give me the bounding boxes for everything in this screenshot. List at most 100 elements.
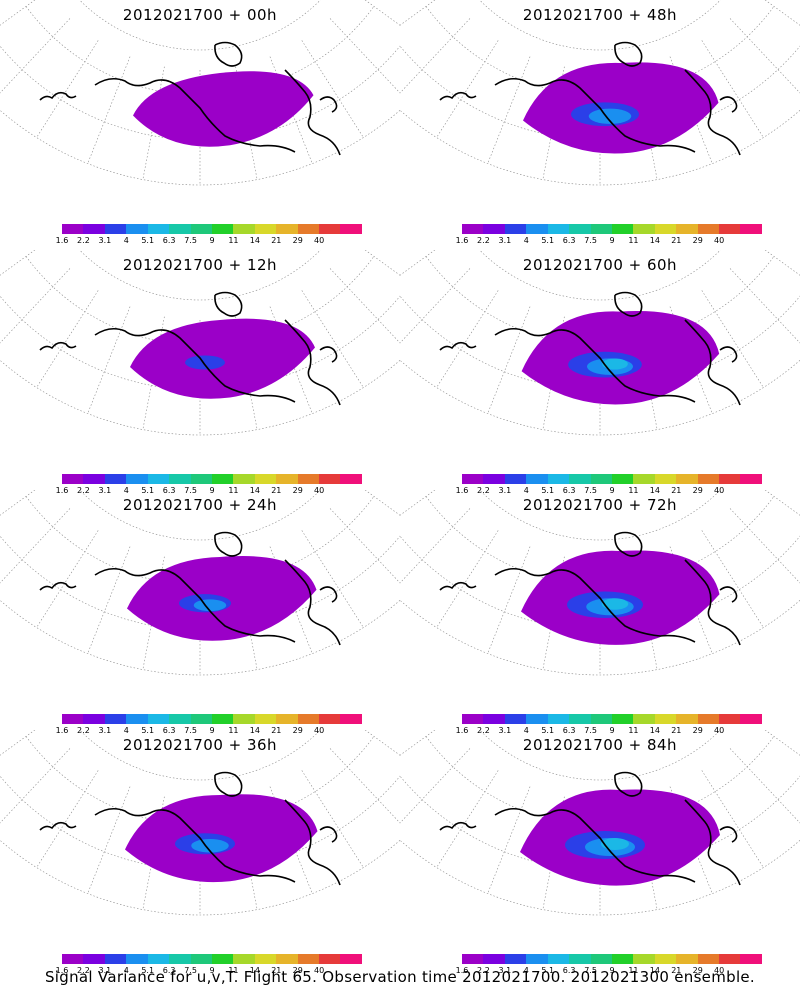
colorbar-swatch bbox=[254, 224, 277, 234]
colorbar-swatch bbox=[254, 474, 277, 484]
colorbar-swatch bbox=[654, 714, 677, 724]
panel-title: 2012021700 + 24h bbox=[122, 496, 278, 514]
colorbar-swatch bbox=[147, 224, 170, 234]
colorbar-swatch bbox=[697, 224, 720, 234]
colorbar-label: 6.3 bbox=[562, 726, 576, 735]
coastlines bbox=[39, 41, 341, 156]
colorbar-swatch bbox=[190, 224, 212, 234]
colorbar-label: 40 bbox=[314, 236, 325, 245]
colorbar-labels: 1.6 2.2 3.1 4 5.1 6.3 7.5 9 11 14 21 29 40 bbox=[456, 236, 762, 246]
panel-title: 2012021700 + 60h bbox=[522, 256, 678, 274]
colorbar-swatch bbox=[526, 224, 548, 234]
colorbar-swatch bbox=[104, 224, 127, 234]
colorbar-label: 21 bbox=[271, 486, 282, 495]
colorbar-label: 14 bbox=[649, 236, 660, 245]
colorbar-label: 1.6 bbox=[55, 726, 69, 735]
colorbar-swatch bbox=[340, 474, 362, 484]
coastlines bbox=[39, 291, 341, 406]
colorbar-label: 7.5 bbox=[184, 726, 197, 735]
panel-title: 2012021700 + 12h bbox=[122, 256, 278, 274]
colorbar-swatch bbox=[697, 474, 720, 484]
colorbar-label: 5.1 bbox=[541, 486, 555, 495]
colorbar-swatch bbox=[547, 474, 570, 484]
colorbar-swatch bbox=[633, 714, 655, 724]
colorbar-swatch bbox=[276, 474, 298, 484]
colorbar-label: 11 bbox=[228, 726, 239, 735]
colorbar-swatch bbox=[611, 224, 634, 234]
colorbar bbox=[62, 954, 362, 964]
colorbar-swatch bbox=[147, 474, 170, 484]
colorbar-swatch bbox=[126, 714, 148, 724]
colorbar-swatch bbox=[297, 224, 320, 234]
colorbar-label: 40 bbox=[714, 966, 725, 975]
colorbar bbox=[462, 224, 762, 234]
colorbar-swatch bbox=[526, 954, 548, 964]
colorbar-swatch bbox=[719, 714, 741, 724]
polar-map bbox=[400, 250, 800, 436]
colorbar-labels: 1.6 2.2 3.1 4 5.1 6.3 7.5 9 11 14 21 29 40 bbox=[56, 236, 362, 246]
colorbar-swatch bbox=[62, 224, 84, 234]
colorbar-swatch bbox=[569, 714, 591, 724]
colorbar-swatch bbox=[83, 714, 105, 724]
colorbar-label: 29 bbox=[692, 726, 703, 735]
colorbar-swatch bbox=[297, 954, 320, 964]
colorbar-swatch bbox=[719, 954, 741, 964]
colorbar-label: 11 bbox=[628, 486, 639, 495]
colorbar-label: 4 bbox=[523, 486, 529, 495]
colorbar-label: 21 bbox=[271, 726, 282, 735]
panel-title: 2012021700 + 00h bbox=[122, 6, 278, 24]
colorbar-swatch bbox=[126, 474, 148, 484]
colorbar-label: 14 bbox=[249, 486, 260, 495]
colorbar-label: 5.1 bbox=[141, 966, 155, 975]
colorbar-swatch bbox=[211, 474, 234, 484]
colorbar-swatch bbox=[504, 224, 527, 234]
colorbar-swatch bbox=[590, 714, 612, 724]
colorbar-label: 9 bbox=[609, 236, 615, 245]
colorbar-label: 4 bbox=[523, 236, 529, 245]
colorbar-label: 4 bbox=[523, 966, 529, 975]
map-panel: 2012021700 + 36h 1.6 2.2 3.1 4 5.1 6.3 7.5 9 11 14… bbox=[0, 730, 400, 975]
colorbar-swatch bbox=[319, 474, 341, 484]
colorbar-label: 9 bbox=[609, 726, 615, 735]
colorbar-label: 2.2 bbox=[477, 726, 490, 735]
colorbar-label: 11 bbox=[228, 966, 239, 975]
colorbar-label: 21 bbox=[671, 486, 682, 495]
colorbar-label: 29 bbox=[292, 966, 303, 975]
colorbar-label: 21 bbox=[671, 236, 682, 245]
colorbar-swatch bbox=[276, 224, 298, 234]
map-panel: 2012021700 + 84h 1.6 2.2 3.1 4 5.1 6.3 7.5 9 11 14… bbox=[400, 730, 800, 975]
map-panel: 2012021700 + 24h 1.6 2.2 3.1 4 5.1 6.3 7.5 9 11 14… bbox=[0, 490, 400, 735]
colorbar-label: 3.1 bbox=[498, 726, 512, 735]
variance-field bbox=[520, 789, 720, 886]
colorbar-swatch bbox=[211, 714, 234, 724]
colorbar-swatch bbox=[483, 474, 505, 484]
colorbar-label: 1.6 bbox=[455, 236, 469, 245]
colorbar-swatch bbox=[147, 954, 170, 964]
colorbar-label: 6.3 bbox=[162, 726, 176, 735]
map-panel: 2012021700 + 72h 1.6 2.2 3.1 4 5.1 6.3 7.5 9 11 14… bbox=[400, 490, 800, 735]
colorbar-label: 14 bbox=[649, 726, 660, 735]
colorbar-label: 9 bbox=[609, 486, 615, 495]
colorbar-label: 5.1 bbox=[141, 236, 155, 245]
colorbar-swatch bbox=[147, 714, 170, 724]
colorbar-label: 3.1 bbox=[98, 726, 112, 735]
colorbar-swatch bbox=[340, 954, 362, 964]
colorbar-swatch bbox=[62, 474, 84, 484]
colorbar-swatch bbox=[190, 954, 212, 964]
panel-title: 2012021700 + 36h bbox=[122, 736, 278, 754]
colorbar-label: 40 bbox=[314, 726, 325, 735]
colorbar-label: 29 bbox=[692, 966, 703, 975]
panel-title: 2012021700 + 84h bbox=[522, 736, 678, 754]
colorbar-label: 9 bbox=[209, 236, 215, 245]
colorbar-swatch bbox=[483, 954, 505, 964]
colorbar-swatch bbox=[169, 714, 191, 724]
colorbar-swatch bbox=[547, 714, 570, 724]
map-panel: 2012021700 + 60h 1.6 2.2 3.1 4 5.1 6.3 7.5 9 11 14… bbox=[400, 250, 800, 495]
colorbar-swatch bbox=[254, 954, 277, 964]
variance-field bbox=[133, 71, 314, 147]
variance-field bbox=[127, 556, 317, 641]
colorbar-label: 5.1 bbox=[141, 486, 155, 495]
colorbar-label: 1.6 bbox=[55, 486, 69, 495]
colorbar-label: 1.6 bbox=[455, 486, 469, 495]
colorbar-swatch bbox=[62, 714, 84, 724]
